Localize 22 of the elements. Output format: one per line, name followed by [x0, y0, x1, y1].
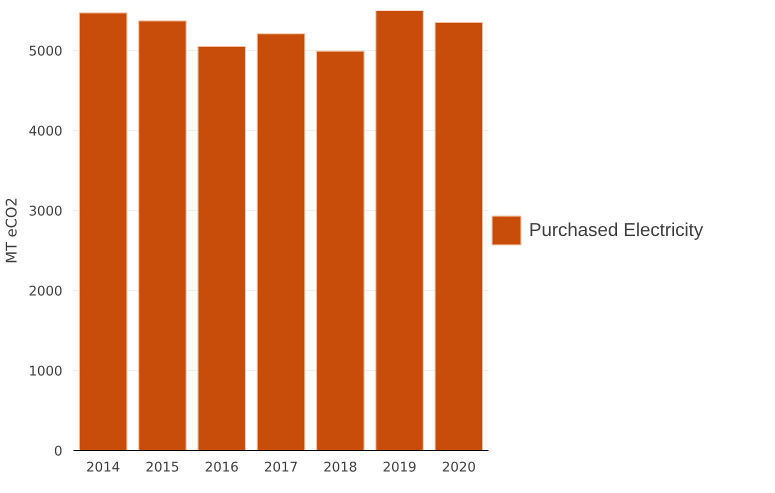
- x-tick-label: 2017: [264, 460, 298, 476]
- x-tick-label: 2020: [442, 460, 476, 476]
- y-tick-label: 3000: [28, 204, 63, 220]
- bar: [434, 22, 484, 450]
- bar: [316, 50, 364, 450]
- y-tick-label: 5000: [28, 44, 63, 60]
- x-tick-label: 2018: [323, 460, 358, 476]
- bar: [375, 10, 424, 450]
- x-tick-label: 2015: [145, 460, 180, 476]
- bar: [78, 12, 128, 450]
- y-axis-title: MT eCO2: [4, 197, 21, 264]
- x-tick-label: 2019: [382, 460, 417, 476]
- bar: [256, 33, 306, 450]
- bar: [138, 20, 187, 450]
- x-tick-label: 2016: [204, 460, 239, 476]
- y-tick-label: 2000: [28, 284, 63, 300]
- x-tick-label: 2014: [86, 460, 120, 476]
- bar: [198, 46, 246, 450]
- y-tick-label: 4000: [28, 124, 63, 140]
- legend-label: Purchased Electricity: [529, 219, 704, 241]
- y-tick-label: 1000: [28, 364, 63, 380]
- y-tick-label: 0: [54, 444, 63, 460]
